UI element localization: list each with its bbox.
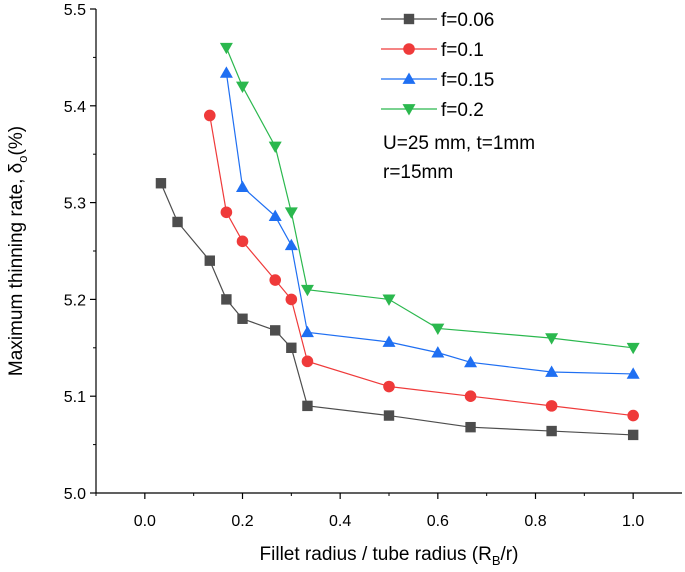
axis-titles: Fillet radius / tube radius (RB/r) Maximu… [6, 126, 518, 568]
data-point [203, 109, 216, 122]
data-point [268, 141, 282, 153]
data-point [382, 335, 396, 347]
data-point [545, 333, 559, 345]
data-point [464, 390, 477, 403]
axes: 0.0 0.2 0.4 0.6 0.8 1.0 5.0 5.1 5.2 5.3 5.4 5.5 [64, 2, 682, 530]
data-point [270, 325, 281, 336]
x-tick-label: 0.8 [524, 513, 546, 530]
x-axis-title: Fillet radius / tube radius (RB/r) [260, 544, 519, 568]
data-point [285, 293, 298, 306]
data-point [237, 313, 248, 324]
data-point [300, 284, 314, 297]
data-point [383, 380, 395, 393]
data-point [204, 255, 215, 266]
data-point [383, 410, 395, 421]
y-tick-label: 5.0 [64, 486, 86, 503]
data-point [464, 355, 478, 368]
legend-label: f=0.2 [441, 100, 484, 121]
data-point [221, 294, 232, 305]
data-point [626, 342, 640, 355]
y-axis-title: Maximum thinning rate, δo(%) [6, 126, 30, 376]
legend-entry: f=0.06 [381, 10, 494, 31]
series-f=0.15 [219, 66, 640, 379]
data-point [286, 342, 297, 353]
data-point [219, 66, 233, 78]
data-point [626, 367, 640, 379]
data-point [627, 429, 639, 441]
y-tick-label: 5.1 [64, 389, 86, 406]
data-point [403, 43, 415, 55]
data-point [545, 365, 559, 377]
data-point [382, 294, 396, 306]
data-point [300, 325, 314, 338]
x-tick-label: 0.2 [231, 513, 253, 530]
legend-label: f=0.15 [441, 70, 494, 91]
data-point [402, 72, 416, 84]
x-tick-label: 0.6 [427, 513, 449, 530]
annotation-text: U=25 mm, t=1mm [383, 133, 535, 154]
y-tick-label: 5.2 [64, 292, 86, 309]
series-layer [155, 42, 640, 441]
annotations: U=25 mm, t=1mm r=15mm [383, 133, 535, 183]
data-point [284, 207, 298, 219]
data-point [284, 238, 298, 251]
data-point [545, 400, 558, 412]
y-tick-label: 5.5 [64, 2, 86, 19]
legend-entry: f=0.15 [381, 70, 494, 91]
series-f=0.2 [219, 42, 640, 355]
legend-label: f=0.1 [441, 40, 484, 61]
series-f=0.1 [203, 109, 639, 422]
legend: f=0.06 f=0.1 f=0.15 f=0.2 [381, 10, 494, 121]
data-point [431, 346, 445, 358]
legend-label: f=0.06 [441, 10, 494, 31]
data-point [219, 42, 233, 55]
data-point [236, 235, 249, 248]
data-point [627, 409, 639, 422]
data-point [155, 178, 167, 189]
data-point [402, 104, 416, 116]
data-point [403, 13, 415, 25]
y-tick-label: 5.4 [64, 99, 86, 116]
x-tick-label: 0.0 [134, 513, 156, 530]
data-point [302, 400, 313, 412]
data-point [268, 209, 282, 222]
data-point [301, 355, 314, 368]
data-point [236, 180, 249, 192]
series-line [160, 183, 634, 436]
data-point [236, 81, 249, 93]
series-f=0.06 [155, 178, 639, 441]
series-line [225, 72, 634, 375]
data-point [465, 421, 476, 433]
data-point [546, 425, 557, 437]
y-tick-label: 5.3 [64, 196, 86, 213]
data-point [172, 216, 183, 228]
data-point [269, 274, 282, 286]
x-tick-label: 0.4 [329, 513, 351, 530]
data-point [220, 206, 233, 219]
x-tick-label: 1.0 [622, 513, 644, 530]
annotation-text: r=15mm [383, 162, 453, 183]
series-line [209, 115, 634, 417]
data-point [431, 323, 445, 335]
legend-entry: f=0.2 [381, 100, 484, 121]
legend-entry: f=0.1 [381, 40, 484, 61]
